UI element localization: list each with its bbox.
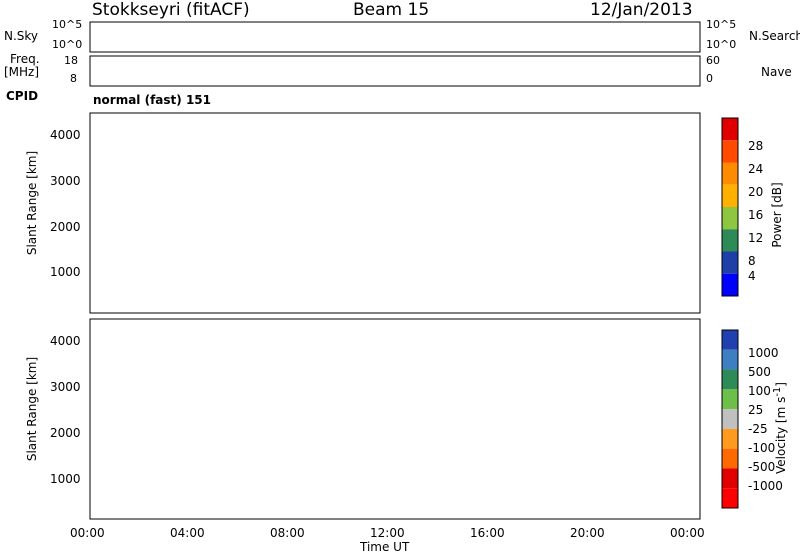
nave-tick-high: 60: [706, 54, 720, 67]
xtick: 04:00: [170, 526, 205, 540]
freq-tick-low: 8: [70, 72, 77, 85]
beam-title: Beam 15: [353, 0, 430, 20]
velocity-cbar-tick: 1000: [748, 346, 779, 360]
power-cbar-swatch: [722, 229, 738, 252]
nsky-label: N.Sky: [4, 29, 39, 43]
velocity-cbar-swatch: [722, 448, 738, 469]
velocity-cbar-tick: 25: [748, 403, 764, 417]
velocity-cbar-swatch: [722, 349, 738, 370]
nave-tick-low: 0: [706, 72, 713, 85]
cpid-label: CPID: [6, 89, 39, 103]
power-cbar-tick: 12: [748, 231, 764, 245]
power-ytick: 2000: [50, 220, 81, 234]
velocity-cbar-swatch: [722, 409, 738, 429]
power-cbar-tick: 24: [748, 162, 764, 176]
xtick: 08:00: [270, 526, 305, 540]
power-cbar-tick: 16: [748, 208, 764, 222]
xtick: 12:00: [370, 526, 405, 540]
power-cbar-tick: 8: [748, 254, 756, 268]
velocity-cbar-tick: 500: [748, 365, 771, 379]
xtick: 16:00: [470, 526, 505, 540]
nsky-tick-high: 10^5: [52, 18, 83, 31]
freq-label: Freq.: [10, 52, 40, 66]
velocity-cbar-tick: -25: [748, 422, 768, 436]
freq-tick-high: 18: [64, 54, 78, 67]
xlabel: Time UT: [360, 540, 410, 554]
cpid-value: normal (fast) 151: [93, 93, 211, 107]
nsearch-tick-low: 10^0: [706, 38, 737, 51]
power-ytick: 1000: [50, 265, 81, 279]
xtick: 00:00: [670, 526, 705, 540]
power-cbar-tick: 4: [748, 269, 756, 283]
velocity-cbar-swatch: [722, 389, 738, 410]
power-cbar-tick: 28: [748, 139, 764, 153]
velocity-ytick: 4000: [50, 334, 81, 348]
velocity-cbar-tick: -1000: [748, 479, 783, 493]
power-cbar-swatch: [722, 207, 738, 230]
power-ytick: 3000: [50, 174, 81, 188]
station-title: Stokkseyri (fitACF): [92, 0, 250, 20]
power-cbar-tick: 20: [748, 185, 764, 199]
velocity-cbar-swatch: [722, 488, 738, 508]
power-cbar-swatch: [722, 140, 738, 163]
velocity-cbar-tick: -500: [748, 460, 776, 474]
velocity-cbar-swatch: [722, 330, 738, 350]
nsky-tick-low: 10^0: [52, 38, 83, 51]
nsky-panel: [89, 21, 701, 53]
power-cbar-swatch: [722, 251, 738, 274]
velocity-cbar-tick: -100: [748, 441, 776, 455]
xtick: 20:00: [570, 526, 605, 540]
power-ytick: 4000: [50, 128, 81, 142]
velocity-colorbar: [721, 329, 739, 509]
velocity-ytick: 3000: [50, 380, 81, 394]
power-panel: [89, 112, 701, 314]
freq-panel: [89, 55, 701, 87]
velocity-cbar-swatch: [722, 369, 738, 390]
velocity-ytick: 2000: [50, 426, 81, 440]
nsearch-label: N.Search: [749, 29, 800, 43]
freq-unit: [MHz]: [4, 65, 40, 79]
power-colorbar: [721, 117, 739, 297]
power-cbar-swatch: [722, 162, 738, 185]
power-cbar-swatch: [722, 184, 738, 207]
nave-label: Nave: [761, 65, 792, 79]
velocity-cbar-tick: 100: [748, 384, 771, 398]
velocity-cbar-swatch: [722, 428, 738, 449]
velocity-ytick: 1000: [50, 472, 81, 486]
velocity-panel: [89, 318, 701, 520]
velocity-cbar-swatch: [722, 468, 738, 489]
xtick: 00:00: [70, 526, 105, 540]
nsearch-tick-high: 10^5: [706, 18, 737, 31]
power-cbar-swatch: [722, 273, 738, 296]
power-cbar-swatch: [722, 118, 738, 141]
date-title: 12/Jan/2013: [590, 0, 693, 20]
